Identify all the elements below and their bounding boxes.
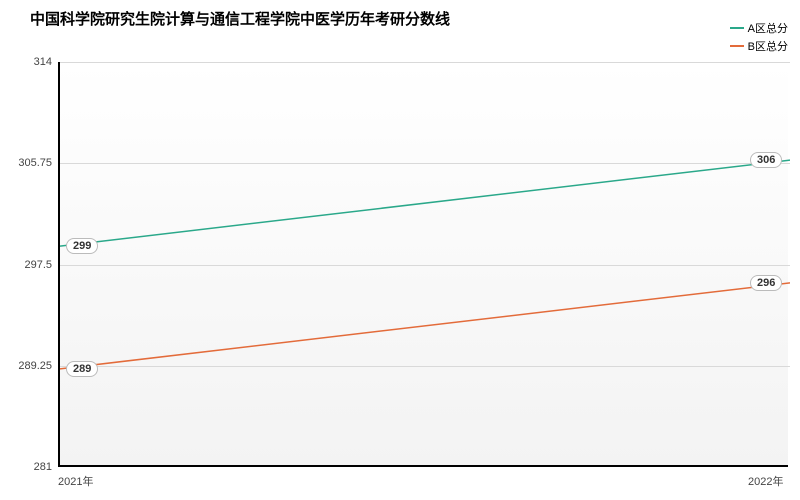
chart-container: 中国科学院研究生院计算与通信工程学院中医学历年考研分数线 A区总分 B区总分 2… — [0, 0, 800, 500]
data-label: 296 — [750, 275, 782, 291]
gridline — [60, 163, 790, 164]
data-label: 299 — [66, 238, 98, 254]
legend: A区总分 B区总分 — [730, 20, 788, 56]
plot-area — [58, 62, 788, 467]
legend-label-a: A区总分 — [748, 20, 788, 36]
gridline — [60, 265, 790, 266]
data-label: 306 — [750, 152, 782, 168]
x-axis-tick-label: 2021年 — [58, 473, 93, 489]
y-axis-tick-label: 305.75 — [8, 157, 52, 169]
gridline — [60, 366, 790, 367]
legend-item-a: A区总分 — [730, 20, 788, 36]
series-line-1 — [60, 283, 790, 369]
series-line-0 — [60, 160, 790, 246]
y-axis-tick-label: 297.5 — [8, 259, 52, 271]
y-axis-tick-label: 281 — [8, 461, 52, 473]
gridline — [60, 62, 790, 63]
data-label: 289 — [66, 361, 98, 377]
x-axis-tick-label: 2022年 — [748, 473, 783, 489]
y-axis-tick-label: 289.25 — [8, 360, 52, 372]
legend-swatch-b — [730, 45, 744, 47]
y-axis-tick-label: 314 — [8, 56, 52, 68]
chart-title: 中国科学院研究生院计算与通信工程学院中医学历年考研分数线 — [30, 8, 450, 29]
legend-item-b: B区总分 — [730, 38, 788, 54]
legend-swatch-a — [730, 27, 744, 29]
legend-label-b: B区总分 — [748, 38, 788, 54]
